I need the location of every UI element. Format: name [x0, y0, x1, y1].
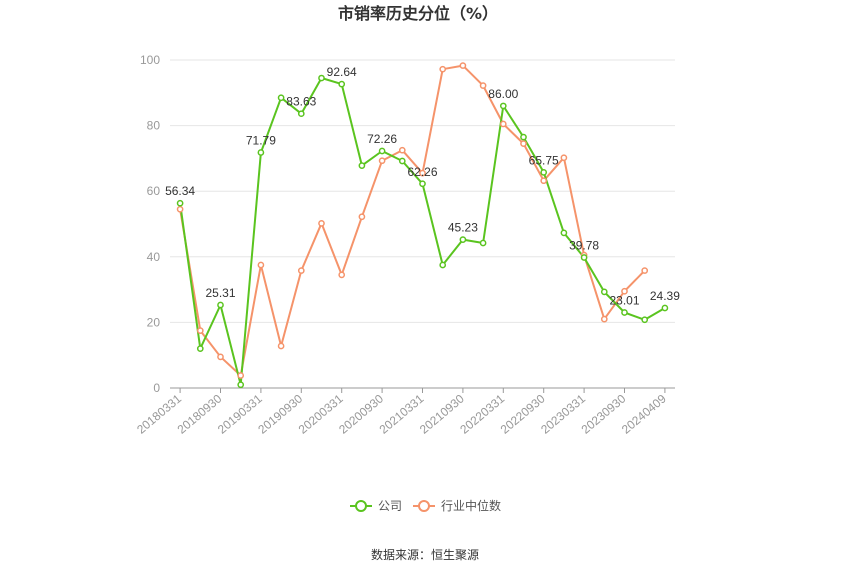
data-label: 23.01: [609, 294, 639, 308]
data-point: [641, 316, 649, 324]
data-point: [196, 327, 204, 334]
data-point: [277, 94, 285, 102]
data-point: [621, 309, 628, 316]
data-point: [600, 288, 608, 296]
x-tick-label: 20240409: [619, 391, 669, 436]
y-tick-label: 80: [147, 119, 161, 133]
series-points: [176, 62, 669, 389]
data-point: [580, 254, 588, 261]
data-point: [176, 199, 184, 207]
data-label: 65.75: [529, 153, 559, 167]
data-point: [560, 154, 568, 162]
data-label: 72.26: [367, 132, 397, 146]
legend-label: 行业中位数: [441, 498, 501, 513]
data-point: [641, 267, 649, 274]
data-point: [338, 271, 346, 279]
data-point: [176, 205, 184, 213]
data-label: 62.26: [407, 165, 437, 179]
data-point: [358, 213, 366, 221]
data-point: [338, 80, 346, 88]
data-point: [661, 304, 669, 312]
legend-item[interactable]: 行业中位数: [413, 498, 501, 513]
x-axis: 2018033120180930201903312019093020200331…: [134, 387, 675, 437]
data-label: 56.34: [165, 184, 195, 198]
y-tick-label: 0: [153, 381, 160, 395]
legend-item[interactable]: 公司: [350, 499, 402, 513]
data-label: 45.23: [448, 221, 478, 235]
data-point: [600, 315, 608, 323]
data-point: [439, 261, 447, 269]
data-point: [277, 342, 285, 350]
data-point: [237, 381, 245, 389]
data-label: 24.39: [650, 289, 680, 303]
y-tick-label: 60: [147, 184, 161, 198]
source-note: 数据来源：恒生聚源: [371, 547, 479, 562]
data-point: [257, 261, 265, 269]
data-point: [499, 120, 507, 128]
data-label: 86.00: [488, 87, 518, 101]
legend[interactable]: 公司 行业中位数: [350, 498, 501, 513]
data-point: [540, 168, 548, 176]
data-labels: 56.34 25.31 71.79 83.63 92.64 72.26 62.26 45.23…: [165, 65, 680, 307]
y-tick-label: 40: [147, 250, 161, 264]
data-label: 25.31: [205, 286, 235, 300]
y-tick-label: 20: [147, 315, 161, 329]
data-point: [237, 372, 245, 379]
chart-title: 市销率历史分位（%）: [338, 4, 498, 23]
y-tick-label: 100: [140, 53, 160, 67]
data-point: [358, 162, 366, 169]
data-point: [520, 133, 527, 141]
data-point: [318, 74, 325, 82]
y-axis: 0 20 40 60 80 100: [140, 53, 160, 395]
data-label: 92.64: [327, 65, 357, 79]
data-point: [499, 102, 507, 110]
data-point: [459, 236, 467, 243]
legend-marker: [418, 500, 430, 512]
data-point: [318, 219, 325, 227]
data-point: [439, 65, 447, 73]
series-line-1: [179, 64, 646, 377]
data-point: [540, 177, 548, 185]
grid-lines: [170, 59, 675, 323]
data-point: [479, 82, 487, 89]
data-point: [196, 345, 204, 352]
data-point: [419, 169, 426, 177]
data-point: [560, 229, 568, 237]
series-line-0: [179, 77, 666, 386]
data-point: [378, 157, 386, 165]
data-point: [520, 140, 527, 147]
data-point: [217, 353, 224, 361]
series-lines: [179, 64, 666, 386]
data-point: [398, 157, 406, 165]
data-label: 39.78: [569, 239, 599, 253]
data-point: [217, 301, 224, 309]
data-point: [398, 146, 406, 154]
legend-marker: [355, 500, 367, 512]
data-point: [257, 149, 265, 156]
data-point: [479, 239, 487, 247]
data-label: 71.79: [246, 134, 276, 148]
data-point: [378, 147, 386, 155]
data-point: [459, 62, 467, 69]
legend-label: 公司: [378, 499, 402, 513]
data-point: [621, 287, 628, 295]
data-point: [419, 180, 426, 188]
data-point: [297, 267, 305, 274]
data-label: 83.63: [286, 95, 316, 109]
data-point: [297, 110, 305, 118]
